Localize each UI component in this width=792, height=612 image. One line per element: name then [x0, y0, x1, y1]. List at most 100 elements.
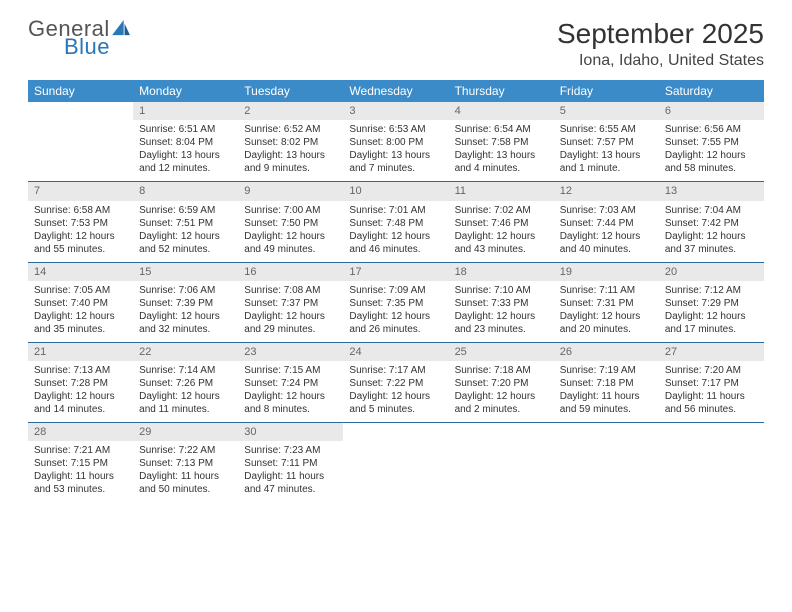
daylight-text: Daylight: 12 hours and 8 minutes.	[244, 390, 337, 416]
calendar-cell: 30Sunrise: 7:23 AMSunset: 7:11 PMDayligh…	[238, 423, 343, 503]
sunrise-text: Sunrise: 7:00 AM	[244, 204, 337, 217]
day-header: Tuesday	[238, 80, 343, 102]
calendar-cell: 3Sunrise: 6:53 AMSunset: 8:00 PMDaylight…	[343, 102, 448, 182]
daylight-text: Daylight: 12 hours and 20 minutes.	[560, 310, 653, 336]
sunset-text: Sunset: 8:02 PM	[244, 136, 337, 149]
sunrise-text: Sunrise: 6:59 AM	[139, 204, 232, 217]
day-content: Sunrise: 7:17 AMSunset: 7:22 PMDaylight:…	[343, 361, 448, 422]
day-content: Sunrise: 7:14 AMSunset: 7:26 PMDaylight:…	[133, 361, 238, 422]
daylight-text: Daylight: 12 hours and 40 minutes.	[560, 230, 653, 256]
daylight-text: Daylight: 11 hours and 53 minutes.	[34, 470, 127, 496]
calendar-cell: 2Sunrise: 6:52 AMSunset: 8:02 PMDaylight…	[238, 102, 343, 182]
day-content: Sunrise: 7:05 AMSunset: 7:40 PMDaylight:…	[28, 281, 133, 342]
sunrise-text: Sunrise: 6:55 AM	[560, 123, 653, 136]
sunset-text: Sunset: 7:20 PM	[455, 377, 548, 390]
calendar-cell: 14Sunrise: 7:05 AMSunset: 7:40 PMDayligh…	[28, 262, 133, 342]
day-number: 21	[28, 343, 133, 361]
day-number: 23	[238, 343, 343, 361]
day-number: 27	[659, 343, 764, 361]
calendar-cell: 24Sunrise: 7:17 AMSunset: 7:22 PMDayligh…	[343, 342, 448, 422]
sunset-text: Sunset: 8:04 PM	[139, 136, 232, 149]
day-number: 11	[449, 182, 554, 200]
sunrise-text: Sunrise: 7:10 AM	[455, 284, 548, 297]
daylight-text: Daylight: 12 hours and 17 minutes.	[665, 310, 758, 336]
day-header: Wednesday	[343, 80, 448, 102]
day-header: Sunday	[28, 80, 133, 102]
day-number: 15	[133, 263, 238, 281]
sunrise-text: Sunrise: 7:08 AM	[244, 284, 337, 297]
daylight-text: Daylight: 12 hours and 37 minutes.	[665, 230, 758, 256]
page-title: September 2025	[557, 18, 764, 50]
sunset-text: Sunset: 7:11 PM	[244, 457, 337, 470]
day-number: 4	[449, 102, 554, 120]
sunset-text: Sunset: 7:55 PM	[665, 136, 758, 149]
daylight-text: Daylight: 12 hours and 49 minutes.	[244, 230, 337, 256]
day-content: Sunrise: 7:02 AMSunset: 7:46 PMDaylight:…	[449, 201, 554, 262]
day-content: Sunrise: 6:52 AMSunset: 8:02 PMDaylight:…	[238, 120, 343, 181]
day-content: Sunrise: 7:12 AMSunset: 7:29 PMDaylight:…	[659, 281, 764, 342]
sunrise-text: Sunrise: 7:15 AM	[244, 364, 337, 377]
sunset-text: Sunset: 7:26 PM	[139, 377, 232, 390]
day-content: Sunrise: 6:56 AMSunset: 7:55 PMDaylight:…	[659, 120, 764, 181]
calendar-row: 14Sunrise: 7:05 AMSunset: 7:40 PMDayligh…	[28, 262, 764, 342]
sunset-text: Sunset: 7:58 PM	[455, 136, 548, 149]
calendar-cell	[28, 102, 133, 182]
calendar-cell: 8Sunrise: 6:59 AMSunset: 7:51 PMDaylight…	[133, 182, 238, 262]
day-number: 17	[343, 263, 448, 281]
daylight-text: Daylight: 12 hours and 14 minutes.	[34, 390, 127, 416]
calendar-cell: 26Sunrise: 7:19 AMSunset: 7:18 PMDayligh…	[554, 342, 659, 422]
day-content: Sunrise: 6:51 AMSunset: 8:04 PMDaylight:…	[133, 120, 238, 181]
calendar-cell: 21Sunrise: 7:13 AMSunset: 7:28 PMDayligh…	[28, 342, 133, 422]
calendar-cell: 11Sunrise: 7:02 AMSunset: 7:46 PMDayligh…	[449, 182, 554, 262]
calendar-cell: 13Sunrise: 7:04 AMSunset: 7:42 PMDayligh…	[659, 182, 764, 262]
day-content: Sunrise: 7:15 AMSunset: 7:24 PMDaylight:…	[238, 361, 343, 422]
calendar-cell: 6Sunrise: 6:56 AMSunset: 7:55 PMDaylight…	[659, 102, 764, 182]
day-number: 18	[449, 263, 554, 281]
daylight-text: Daylight: 11 hours and 47 minutes.	[244, 470, 337, 496]
day-content: Sunrise: 7:09 AMSunset: 7:35 PMDaylight:…	[343, 281, 448, 342]
sunrise-text: Sunrise: 7:22 AM	[139, 444, 232, 457]
location-text: Iona, Idaho, United States	[557, 52, 764, 70]
daylight-text: Daylight: 11 hours and 50 minutes.	[139, 470, 232, 496]
sunset-text: Sunset: 7:57 PM	[560, 136, 653, 149]
daylight-text: Daylight: 12 hours and 11 minutes.	[139, 390, 232, 416]
calendar-cell: 16Sunrise: 7:08 AMSunset: 7:37 PMDayligh…	[238, 262, 343, 342]
calendar-cell: 7Sunrise: 6:58 AMSunset: 7:53 PMDaylight…	[28, 182, 133, 262]
day-content: Sunrise: 7:01 AMSunset: 7:48 PMDaylight:…	[343, 201, 448, 262]
sunset-text: Sunset: 7:53 PM	[34, 217, 127, 230]
daylight-text: Daylight: 12 hours and 29 minutes.	[244, 310, 337, 336]
daylight-text: Daylight: 12 hours and 26 minutes.	[349, 310, 442, 336]
day-number: 29	[133, 423, 238, 441]
calendar-table: Sunday Monday Tuesday Wednesday Thursday…	[28, 80, 764, 502]
sunrise-text: Sunrise: 6:53 AM	[349, 123, 442, 136]
day-content: Sunrise: 7:00 AMSunset: 7:50 PMDaylight:…	[238, 201, 343, 262]
sunset-text: Sunset: 7:46 PM	[455, 217, 548, 230]
daylight-text: Daylight: 12 hours and 23 minutes.	[455, 310, 548, 336]
sunset-text: Sunset: 7:51 PM	[139, 217, 232, 230]
sunset-text: Sunset: 7:18 PM	[560, 377, 653, 390]
calendar-row: 28Sunrise: 7:21 AMSunset: 7:15 PMDayligh…	[28, 423, 764, 503]
sunrise-text: Sunrise: 7:21 AM	[34, 444, 127, 457]
sunset-text: Sunset: 7:35 PM	[349, 297, 442, 310]
daylight-text: Daylight: 11 hours and 59 minutes.	[560, 390, 653, 416]
day-header: Thursday	[449, 80, 554, 102]
day-content: Sunrise: 7:23 AMSunset: 7:11 PMDaylight:…	[238, 441, 343, 502]
sunrise-text: Sunrise: 7:17 AM	[349, 364, 442, 377]
daylight-text: Daylight: 11 hours and 56 minutes.	[665, 390, 758, 416]
day-content: Sunrise: 7:22 AMSunset: 7:13 PMDaylight:…	[133, 441, 238, 502]
calendar-cell	[449, 423, 554, 503]
sunrise-text: Sunrise: 7:11 AM	[560, 284, 653, 297]
day-number: 26	[554, 343, 659, 361]
sunrise-text: Sunrise: 6:52 AM	[244, 123, 337, 136]
day-content: Sunrise: 7:20 AMSunset: 7:17 PMDaylight:…	[659, 361, 764, 422]
day-number: 6	[659, 102, 764, 120]
day-number: 28	[28, 423, 133, 441]
calendar-cell: 28Sunrise: 7:21 AMSunset: 7:15 PMDayligh…	[28, 423, 133, 503]
day-header: Monday	[133, 80, 238, 102]
day-number: 5	[554, 102, 659, 120]
sunrise-text: Sunrise: 7:04 AM	[665, 204, 758, 217]
day-number: 3	[343, 102, 448, 120]
daylight-text: Daylight: 12 hours and 35 minutes.	[34, 310, 127, 336]
day-number: 9	[238, 182, 343, 200]
calendar-cell: 18Sunrise: 7:10 AMSunset: 7:33 PMDayligh…	[449, 262, 554, 342]
